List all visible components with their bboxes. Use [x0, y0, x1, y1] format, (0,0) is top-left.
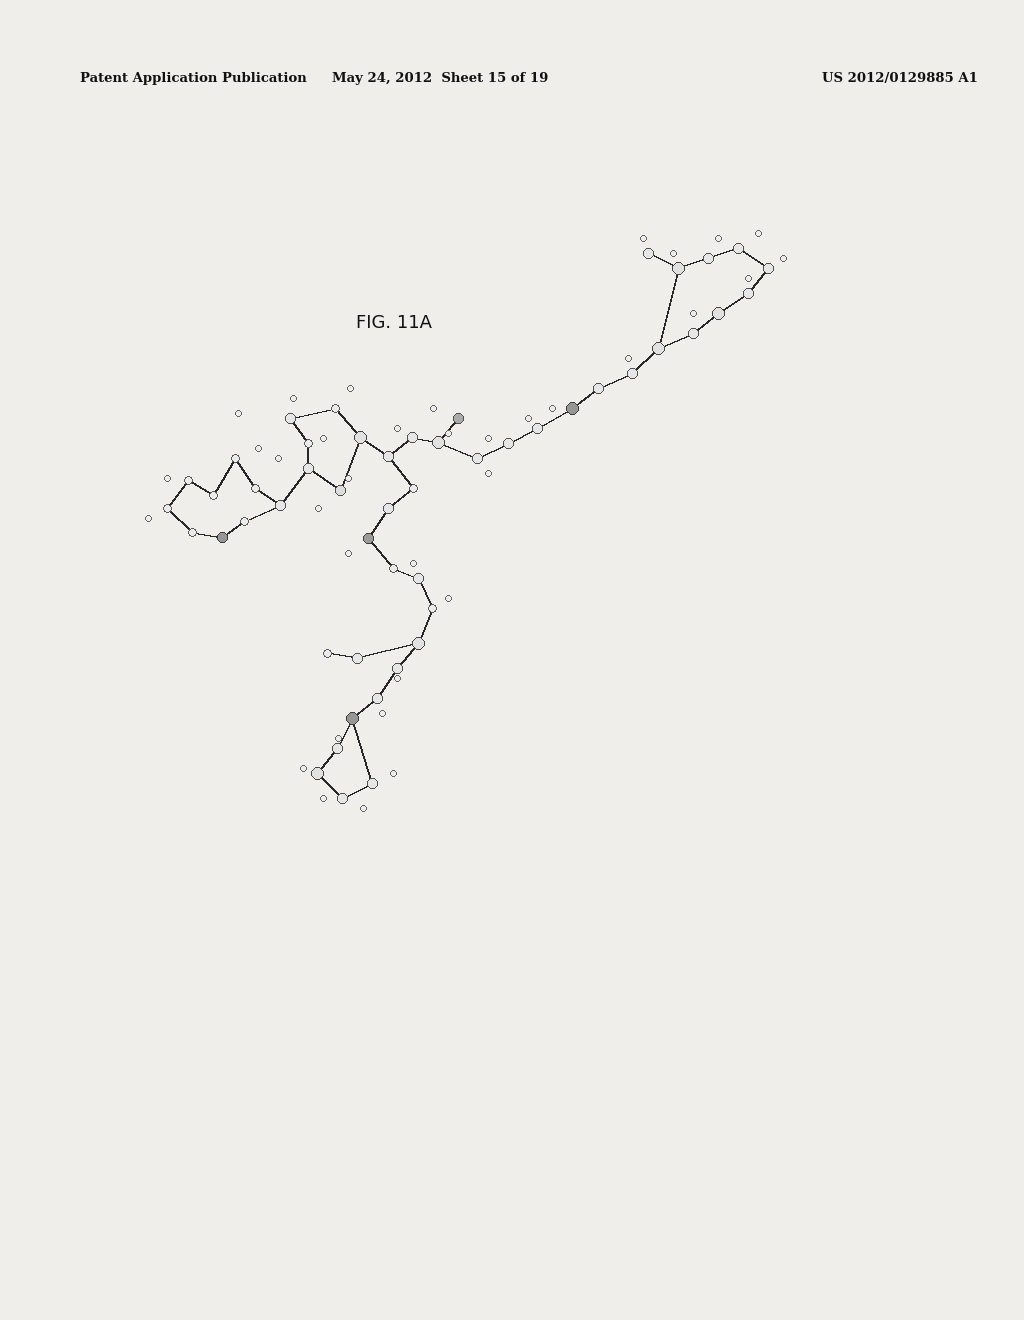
- Text: May 24, 2012  Sheet 15 of 19: May 24, 2012 Sheet 15 of 19: [332, 73, 548, 84]
- Text: Patent Application Publication: Patent Application Publication: [80, 73, 307, 84]
- Text: US 2012/0129885 A1: US 2012/0129885 A1: [822, 73, 978, 84]
- Text: FIG. 11A: FIG. 11A: [356, 314, 432, 333]
